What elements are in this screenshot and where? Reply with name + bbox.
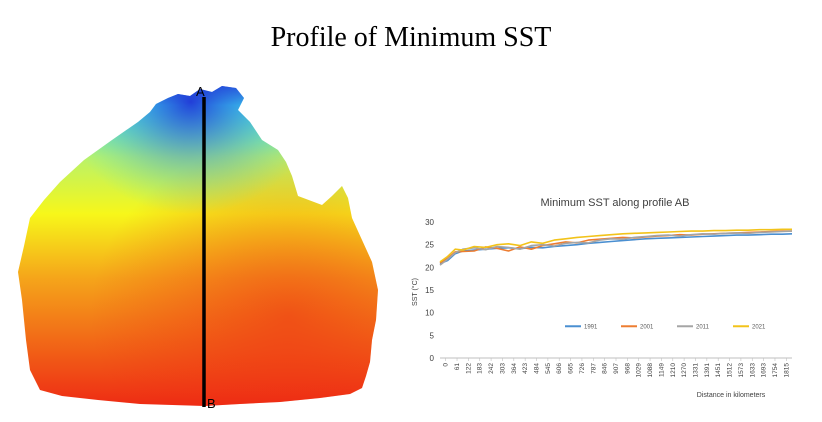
x-tick-label: 1088	[647, 363, 654, 378]
x-tick-label: 846	[602, 363, 609, 374]
chart-title: Minimum SST along profile AB	[541, 197, 690, 209]
legend-label-2001: 2001	[640, 324, 654, 330]
x-tick-label: 122	[465, 363, 472, 374]
x-tick-label: 787	[590, 363, 597, 374]
x-tick-label: 1451	[715, 363, 722, 378]
sst-map: A B	[18, 84, 378, 411]
y-tick-label: 30	[425, 218, 434, 227]
x-tick-label: 61	[454, 363, 461, 371]
x-tick-label: 364	[511, 363, 518, 374]
series-line-2011	[439, 230, 793, 266]
sst-line-chart: Minimum SST along profile AB SST (°C) Di…	[411, 197, 793, 399]
x-tick-label: 423	[522, 363, 529, 374]
x-tick-label: 606	[556, 363, 563, 374]
x-tick-label: 1693	[761, 363, 768, 378]
x-tick-label: 183	[477, 363, 484, 374]
x-tick-label: 1815	[783, 363, 790, 378]
x-tick-label: 242	[488, 363, 495, 374]
x-tick-label: 1029	[636, 363, 643, 378]
x-tick-label: 1270	[681, 363, 688, 378]
x-tick-label: 1210	[670, 363, 677, 378]
x-tick-label: 0	[443, 363, 450, 367]
legend-label-2021: 2021	[752, 324, 766, 330]
series-line-2021	[439, 228, 792, 263]
y-tick-label: 15	[425, 286, 434, 295]
profile-end-label: B	[207, 396, 216, 411]
x-tick-label: 1754	[772, 363, 779, 378]
x-tick-label: 1149	[658, 363, 665, 377]
x-tick-label: 1573	[738, 363, 745, 378]
x-tick-label: 484	[534, 363, 541, 374]
x-tick-label: 1633	[749, 363, 756, 378]
x-tick-label: 968	[624, 363, 631, 374]
page-title: Profile of Minimum SST	[270, 22, 552, 53]
profile-start-label: A	[196, 84, 205, 99]
x-tick-label: 303	[499, 363, 506, 374]
x-tick-label: 907	[613, 363, 620, 374]
x-tick-label: 1512	[727, 363, 734, 378]
y-tick-label: 0	[430, 354, 435, 363]
legend-label-2011: 2011	[696, 324, 710, 330]
x-tick-label: 545	[545, 363, 552, 374]
x-tick-label: 726	[579, 363, 586, 374]
y-tick-label: 25	[425, 241, 434, 250]
x-axis-label: Distance in kilometers	[697, 392, 766, 399]
y-tick-label: 5	[430, 331, 435, 340]
x-tick-label: 1331	[692, 363, 699, 378]
y-tick-label: 10	[425, 309, 434, 318]
y-tick-label: 20	[425, 263, 434, 272]
y-axis-label: SST (°C)	[411, 278, 419, 306]
x-tick-label: 1391	[704, 363, 711, 378]
x-tick-label: 665	[568, 363, 575, 374]
legend-label-1991: 1991	[584, 324, 598, 330]
